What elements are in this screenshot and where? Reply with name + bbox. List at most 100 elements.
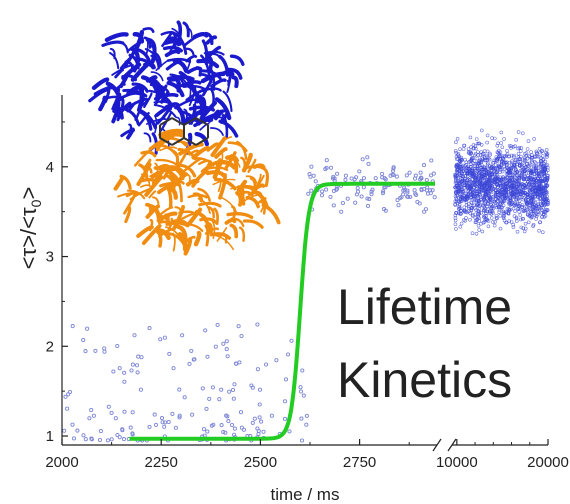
data-point (203, 328, 208, 333)
data-point (499, 167, 504, 172)
data-point (485, 149, 490, 154)
data-point (509, 175, 514, 180)
data-point (526, 182, 531, 187)
data-point (518, 159, 523, 164)
scatter-points-segment-1 (62, 155, 437, 443)
data-point (320, 189, 325, 194)
data-point (490, 170, 495, 175)
data-point (401, 188, 406, 193)
data-point (369, 192, 374, 197)
data-point (545, 165, 550, 170)
protein-helix-orange (247, 158, 257, 173)
protein-helix-orange (164, 183, 173, 209)
data-point (102, 346, 107, 351)
data-point (538, 163, 543, 168)
data-point (345, 196, 350, 201)
data-point (491, 180, 496, 185)
data-point (476, 223, 481, 228)
data-point (299, 438, 305, 443)
data-point (508, 203, 513, 207)
data-point (512, 181, 517, 186)
x-axis-label: time / ms (271, 485, 340, 504)
data-point (335, 186, 340, 191)
data-point (481, 220, 486, 225)
protein-helix-blue (174, 32, 188, 55)
data-point (304, 422, 309, 427)
data-point (177, 413, 182, 418)
data-point (485, 158, 490, 162)
data-point (540, 230, 545, 234)
protein-helix-orange (193, 230, 202, 247)
data-point (521, 217, 526, 221)
data-point (256, 431, 261, 437)
data-point (514, 138, 519, 142)
data-point (507, 219, 512, 223)
data-point (215, 322, 220, 327)
data-point (453, 218, 458, 223)
data-point (354, 175, 359, 180)
protein-helix-orange (157, 206, 174, 217)
data-point (474, 187, 479, 192)
data-point (365, 155, 370, 160)
x-tick-label: 2250 (145, 454, 178, 471)
data-point (477, 228, 482, 232)
data-point (512, 203, 517, 207)
data-point (517, 199, 522, 203)
ligand-bond (183, 137, 197, 146)
data-point (496, 196, 501, 200)
data-point (473, 189, 478, 193)
data-point (500, 145, 505, 150)
y-tick-label: 4 (46, 159, 54, 176)
data-point (538, 220, 543, 224)
data-point (519, 225, 524, 230)
data-point (360, 157, 365, 162)
data-point (488, 153, 492, 157)
data-point (328, 165, 334, 170)
data-point (456, 167, 460, 172)
data-point (359, 194, 364, 199)
data-point (430, 188, 435, 193)
protein-helix-blue (196, 58, 220, 69)
data-point (527, 176, 532, 180)
data-point (537, 147, 542, 151)
data-point (489, 216, 494, 220)
protein-helix-orange (193, 156, 215, 167)
data-point (457, 202, 462, 207)
data-point (454, 196, 459, 200)
data-point (482, 208, 486, 213)
data-point (469, 208, 474, 213)
data-point (418, 175, 424, 180)
data-point (170, 411, 175, 416)
protein-helix-blue (226, 80, 230, 93)
data-point (457, 188, 461, 193)
data-point (472, 153, 477, 158)
data-point (543, 159, 548, 164)
data-point (499, 163, 504, 168)
data-point (353, 200, 358, 205)
protein-helix-blue (126, 127, 135, 140)
data-point (483, 192, 488, 197)
data-point (487, 157, 492, 162)
protein-helix-blue (101, 40, 125, 47)
data-point (494, 216, 499, 220)
protein-helix-orange (151, 196, 160, 208)
data-point (544, 150, 548, 155)
data-point (478, 178, 482, 182)
data-point (201, 427, 207, 432)
data-point (399, 195, 404, 200)
data-point (489, 165, 494, 169)
data-point (429, 158, 434, 163)
data-point (504, 153, 509, 158)
data-point (226, 419, 231, 424)
data-point (475, 189, 479, 194)
data-point (456, 175, 461, 180)
data-point (120, 427, 125, 432)
data-point (306, 191, 311, 196)
data-point (111, 369, 116, 374)
protein-helix-blue (182, 21, 190, 38)
data-point (532, 183, 537, 188)
data-point (419, 187, 424, 192)
data-point (528, 173, 533, 178)
data-point (508, 195, 512, 200)
data-point (474, 137, 479, 141)
